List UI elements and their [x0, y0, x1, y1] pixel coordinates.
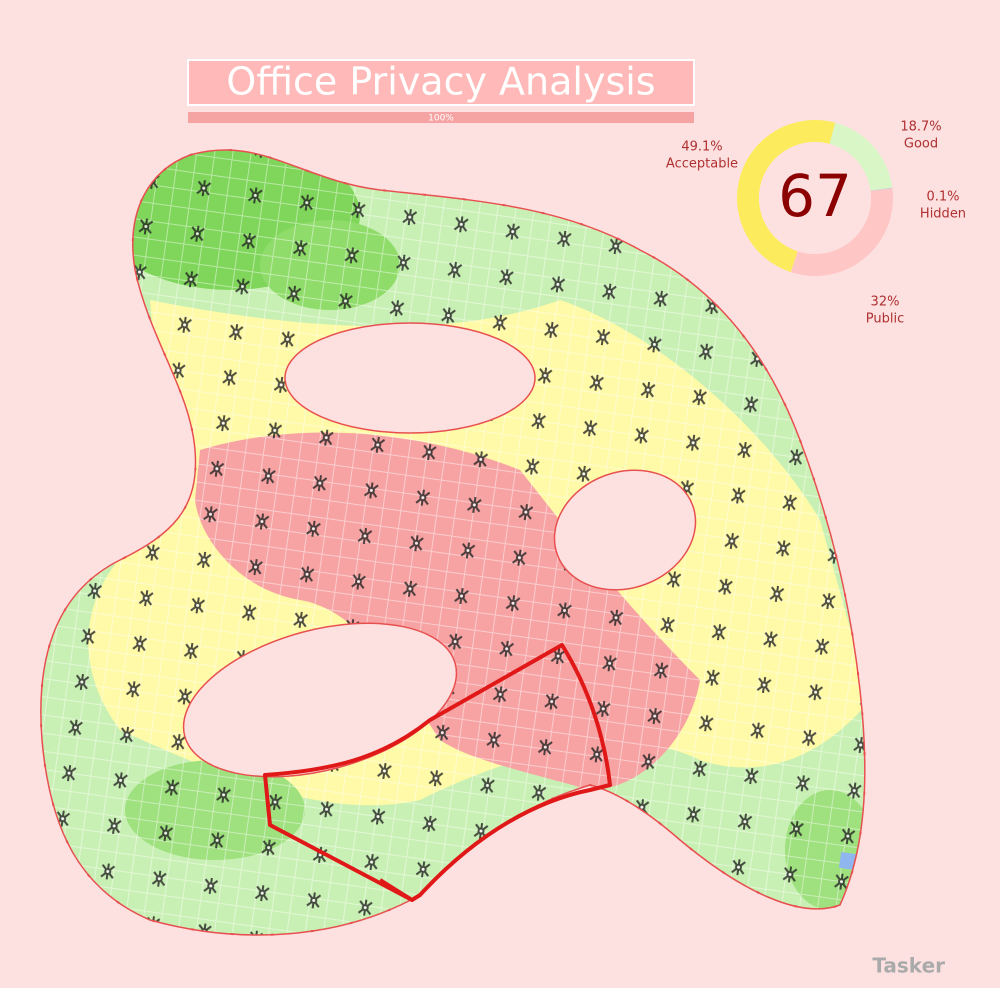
segment-category-label: Acceptable	[666, 157, 738, 172]
segment-category-label: Good	[904, 137, 938, 152]
segment-category-label: Public	[866, 312, 904, 327]
title-box: Office Privacy Analysis	[187, 59, 695, 106]
donut-chart: 67 18.7% Good 0.1% Hidden 32% Public 49.1% Acce…	[666, 120, 966, 327]
floor-plan	[39, 149, 866, 936]
donut-segment	[737, 120, 836, 273]
title: Office Privacy Analysis	[226, 60, 655, 104]
watermark: Tasker	[872, 954, 945, 978]
segment-value-label: 18.7%	[900, 120, 941, 135]
segment-value-label: 0.1%	[926, 190, 959, 205]
segment-value-label: 49.1%	[681, 140, 722, 155]
segment-value-label: 32%	[871, 295, 900, 310]
donut-segment	[790, 188, 893, 276]
donut-segment	[829, 122, 893, 191]
progress-label: 100%	[428, 114, 454, 124]
donut-center-label: 67	[778, 162, 852, 230]
donut-segment	[870, 187, 893, 191]
progress-fill	[188, 112, 694, 123]
segment-category-label: Hidden	[920, 207, 966, 222]
